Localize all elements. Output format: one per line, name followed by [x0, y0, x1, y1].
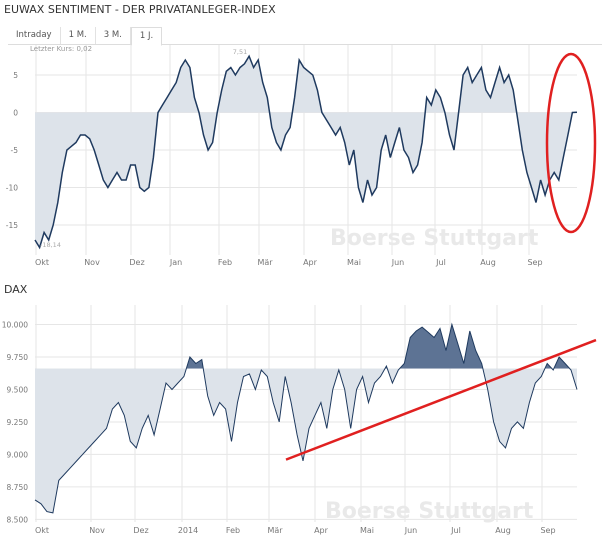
x-tick-label: Nov [84, 258, 100, 267]
tab-intraday[interactable]: Intraday [8, 27, 61, 44]
y-tick-label: -10 [6, 184, 18, 193]
x-tick-label: Mai [347, 258, 361, 267]
y-tick-label: 10.000 [2, 320, 28, 329]
tab-1j[interactable]: 1 J. [130, 27, 163, 46]
watermark-logo: Boerse Stuttgart [330, 226, 539, 251]
y-tick-label: 5 [13, 71, 18, 80]
dax-title: DAX [4, 283, 28, 296]
x-tick-label: Aug [480, 258, 496, 267]
y-tick-label: 9.000 [7, 450, 29, 459]
y-tick-label: 0 [13, 109, 18, 118]
series-line [34, 322, 578, 514]
x-tick-label: Mär [257, 258, 273, 267]
x-tick-label: Jan [169, 258, 182, 267]
x-tick-label: Dez [133, 526, 148, 535]
x-tick-label: Mai [360, 526, 374, 535]
y-tick-label: -15 [6, 221, 18, 230]
y-tick-label: -5 [11, 146, 19, 155]
x-tick-label: 2014 [178, 526, 198, 535]
x-tick-label: Jun [391, 258, 405, 267]
range-tabs: Intraday 1 M. 3 M. 1 J. [8, 27, 602, 46]
trendline-annotation [285, 338, 597, 461]
x-tick-label: Apr [314, 526, 329, 535]
x-tick-label: Sep [540, 526, 555, 535]
area-below-baseline [35, 112, 577, 248]
chart-title: EUWAX SENTIMENT - DER PRIVATANLEGER-INDE… [4, 3, 276, 16]
highlight-ellipse [545, 52, 597, 234]
x-tick-label: Okt [35, 258, 49, 267]
y-tick-label: 9.750 [7, 353, 29, 362]
last-price-label: Letzter Kurs: 0,02 [30, 45, 92, 53]
x-tick-label: Jul [435, 258, 446, 267]
series-line [34, 54, 578, 250]
sentiment-chart: Okt Nov Dez Jan Feb Mär Apr Mai Jun Jul Aug Sep 5 0 -5… [6, 45, 597, 267]
y-tick-label: 8.750 [7, 483, 29, 492]
max-label: 7,51 [233, 48, 247, 56]
x-tick-label: Dez [129, 258, 144, 267]
min-label: -18,14 [40, 241, 61, 249]
area-above-baseline [35, 56, 577, 113]
x-tick-label: Aug [495, 526, 511, 535]
x-tick-label: Sep [527, 258, 542, 267]
x-tick-label: Nov [89, 526, 105, 535]
x-tick-label: Jun [404, 526, 418, 535]
watermark-logo: Boerse Stuttgart [325, 499, 534, 524]
x-tick-label: Apr [303, 258, 318, 267]
x-tick-label: Feb [226, 526, 240, 535]
area-below-baseline [35, 368, 577, 513]
x-tick-label: Okt [35, 526, 49, 535]
y-tick-label: 9.500 [7, 385, 29, 394]
y-tick-label: 8.500 [7, 515, 29, 524]
x-tick-label: Jul [450, 526, 461, 535]
x-tick-label: Feb [218, 258, 232, 267]
y-tick-label: 9.250 [7, 418, 29, 427]
tab-1m[interactable]: 1 M. [61, 27, 96, 44]
tab-3m[interactable]: 3 M. [96, 27, 131, 44]
x-tick-label: Mär [267, 526, 283, 535]
